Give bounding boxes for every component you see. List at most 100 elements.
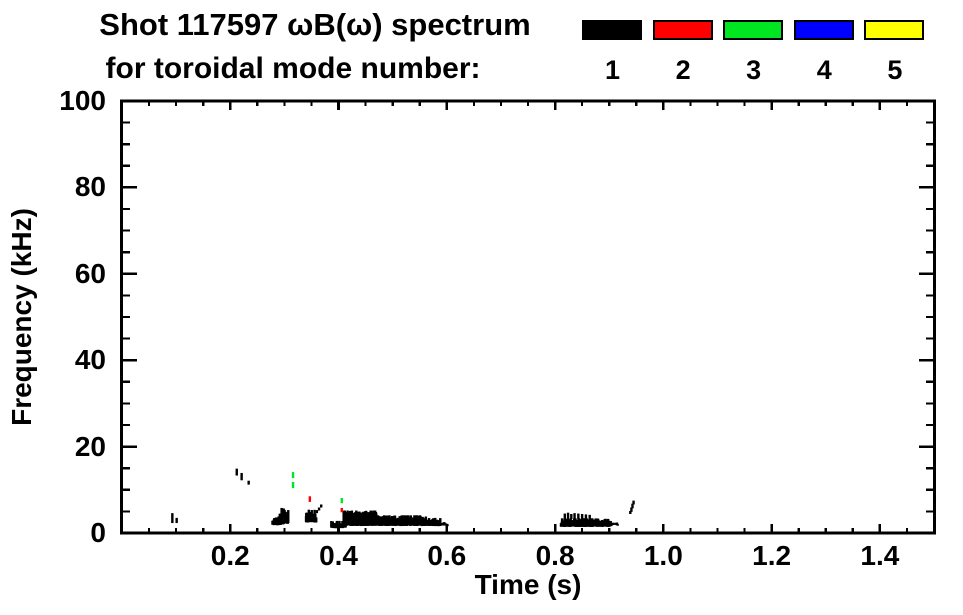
data-mark-n3 bbox=[340, 498, 343, 504]
data-mark-n1 bbox=[310, 516, 313, 522]
data-mark-n1 bbox=[422, 522, 425, 526]
data-mark-n1 bbox=[377, 520, 380, 526]
y-axis-title: Frequency (kHz) bbox=[6, 208, 37, 426]
x-tick-label-0.8: 0.8 bbox=[535, 540, 575, 571]
data-mark-n1 bbox=[411, 518, 415, 526]
data-mark-n1 bbox=[285, 514, 288, 523]
data-mark-n1 bbox=[608, 523, 611, 526]
data-mark-n1 bbox=[409, 519, 413, 526]
legend-swatch-n5 bbox=[864, 20, 925, 40]
y-tick-label-100: 100 bbox=[59, 85, 106, 116]
data-mark-n1 bbox=[566, 512, 570, 521]
data-mark-n1 bbox=[629, 510, 632, 514]
data-mark-n1 bbox=[592, 519, 596, 527]
data-mark-n1 bbox=[631, 503, 634, 509]
data-mark-n1 bbox=[577, 513, 580, 520]
x-tick-label-1.4: 1.4 bbox=[860, 540, 900, 571]
data-mark-n2 bbox=[308, 496, 312, 502]
data-mark-n1 bbox=[378, 516, 381, 526]
plot-frame bbox=[120, 99, 936, 535]
y-tick-label-60: 60 bbox=[74, 257, 106, 289]
data-mark-n1 bbox=[388, 515, 391, 525]
data-mark-n1 bbox=[271, 520, 274, 525]
x-tick-label-1.0: 1.0 bbox=[643, 540, 683, 571]
data-mark-n1 bbox=[431, 519, 434, 526]
legend-label-n2: 2 bbox=[675, 55, 691, 85]
data-mark-n1 bbox=[315, 510, 319, 514]
data-mark-n1 bbox=[171, 513, 174, 524]
legend-label-n3: 3 bbox=[746, 55, 762, 85]
data-mark-n1 bbox=[315, 517, 318, 523]
data-mark-n1 bbox=[320, 504, 323, 508]
x-tick-label-1.2: 1.2 bbox=[752, 540, 792, 571]
data-mark-n1 bbox=[632, 500, 635, 505]
data-mark-n1 bbox=[390, 516, 394, 526]
data-mark-n1 bbox=[400, 517, 403, 526]
data-mark-n1 bbox=[567, 523, 570, 527]
data-mark-n1 bbox=[280, 514, 283, 524]
data-mark-n1 bbox=[630, 507, 633, 512]
data-mark-n1 bbox=[588, 514, 591, 521]
data-mark-n1 bbox=[339, 525, 342, 529]
legend-swatch-n3 bbox=[723, 20, 784, 40]
data-mark-n1 bbox=[608, 520, 611, 527]
data-mark-n2 bbox=[340, 507, 343, 513]
data-mark-n1 bbox=[355, 513, 358, 526]
data-mark-n1 bbox=[437, 524, 440, 527]
data-mark-n1 bbox=[423, 521, 427, 526]
data-mark-n1 bbox=[425, 520, 428, 526]
data-mark-n1 bbox=[286, 511, 290, 524]
data-mark-n1 bbox=[596, 518, 599, 526]
x-tick-label-0.4: 0.4 bbox=[319, 540, 358, 571]
data-mark-n1 bbox=[331, 523, 335, 528]
data-mark-n1 bbox=[308, 511, 312, 522]
data-mark-n1 bbox=[574, 518, 577, 527]
x-tick-label-0.2: 0.2 bbox=[210, 540, 250, 571]
data-mark-n1 bbox=[364, 510, 368, 525]
data-mark-n1 bbox=[440, 523, 443, 526]
data-mark-n1 bbox=[335, 520, 339, 529]
data-mark-n1 bbox=[616, 523, 619, 526]
legend-swatch-n2 bbox=[652, 20, 713, 40]
data-mark-n1 bbox=[435, 519, 439, 526]
legend-swatch-n4 bbox=[793, 20, 854, 40]
y-tick-label-40: 40 bbox=[74, 344, 106, 376]
chart-subtitle: for toroidal mode number: bbox=[105, 52, 481, 85]
data-mark-n1 bbox=[601, 522, 605, 527]
x-tick-label-0.6: 0.6 bbox=[427, 540, 467, 571]
y-tick-label-80: 80 bbox=[74, 171, 106, 203]
data-mark-n1 bbox=[564, 518, 567, 527]
data-mark-n1 bbox=[393, 520, 396, 525]
data-mark-n1 bbox=[570, 513, 573, 520]
data-mark-n1 bbox=[367, 521, 370, 526]
data-mark-n1 bbox=[563, 513, 567, 521]
data-mark-n1 bbox=[597, 520, 601, 526]
data-mark-n1 bbox=[240, 472, 243, 481]
data-mark-n1 bbox=[443, 522, 446, 526]
data-mark-n3 bbox=[291, 482, 295, 489]
data-mark-n1 bbox=[573, 513, 576, 521]
data-mark-n1 bbox=[614, 522, 617, 525]
data-mark-n1 bbox=[273, 521, 276, 525]
data-mark-n1 bbox=[333, 523, 337, 529]
legend-swatch-n1 bbox=[582, 20, 642, 40]
data-mark-n1 bbox=[282, 509, 285, 525]
data-mark-n1 bbox=[580, 513, 584, 521]
data-mark-n1 bbox=[590, 518, 593, 526]
data-mark-n1 bbox=[375, 516, 379, 526]
data-mark-n1 bbox=[578, 518, 581, 527]
data-mark-n1 bbox=[235, 468, 238, 476]
data-mark-n1 bbox=[313, 509, 316, 523]
data-mark-n1 bbox=[611, 522, 615, 526]
data-mark-n1 bbox=[247, 480, 250, 485]
data-mark-n1 bbox=[587, 523, 590, 527]
data-mark-n1 bbox=[330, 521, 333, 528]
legend-label-n4: 4 bbox=[816, 55, 832, 85]
data-mark-n1 bbox=[575, 519, 578, 527]
data-mark-n1 bbox=[356, 511, 359, 526]
data-mark-n1 bbox=[385, 515, 388, 526]
y-tick-label-0: 0 bbox=[90, 517, 106, 548]
legend-label-n5: 5 bbox=[887, 55, 903, 85]
